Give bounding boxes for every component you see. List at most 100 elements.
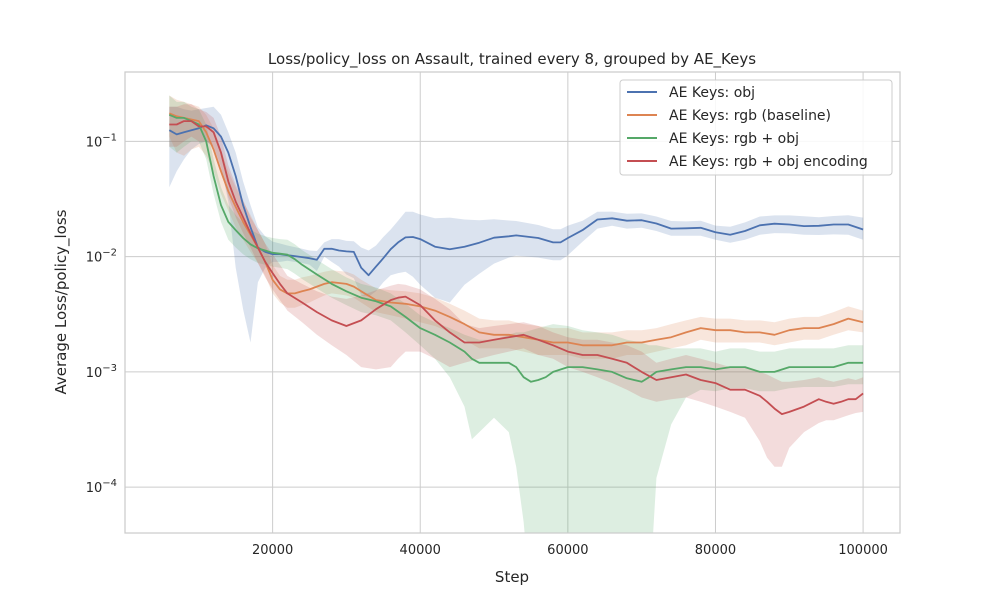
data-point-series-1 [758, 331, 762, 335]
y-axis-label: Average Loss/policy_loss [52, 209, 71, 394]
data-point-series-1 [566, 341, 570, 345]
data-point-series-0 [300, 255, 304, 259]
data-point-series-1 [293, 292, 297, 296]
data-point-series-1 [278, 288, 282, 292]
data-point-series-2 [470, 357, 474, 361]
data-point-series-3 [359, 319, 363, 323]
y-tick-labels: 10−410−310−210−1 [86, 132, 117, 496]
data-point-series-3 [396, 296, 400, 300]
data-point-series-3 [861, 392, 865, 396]
data-point-series-2 [684, 365, 688, 369]
data-point-series-2 [566, 365, 570, 369]
data-point-series-1 [404, 302, 408, 306]
legend-label: AE Keys: rgb + obj [669, 131, 799, 147]
data-point-series-3 [448, 331, 452, 335]
data-point-series-3 [190, 119, 194, 123]
data-point-series-3 [433, 319, 437, 323]
data-point-series-3 [204, 125, 208, 129]
confidence-band-series-1 [169, 95, 864, 359]
series-line-3 [169, 120, 864, 416]
data-point-series-3 [566, 350, 570, 354]
x-tick-label: 40000 [400, 543, 441, 558]
data-point-series-3 [743, 388, 747, 392]
data-point-series-1 [212, 148, 216, 152]
data-point-series-0 [625, 219, 629, 223]
data-point-series-2 [551, 370, 555, 374]
data-point-series-3 [389, 298, 393, 302]
data-point-series-3 [640, 370, 644, 374]
data-point-series-1 [610, 344, 614, 348]
data-point-series-3 [374, 307, 378, 311]
data-point-series-3 [780, 412, 784, 416]
data-point-series-0 [669, 227, 673, 231]
legend-label: AE Keys: rgb (baseline) [669, 108, 831, 124]
data-point-series-2 [182, 116, 186, 120]
data-point-series-0 [817, 224, 821, 228]
data-point-series-2 [773, 370, 777, 374]
data-point-series-1 [315, 285, 319, 289]
data-point-series-3 [522, 333, 526, 337]
legend-box [619, 79, 893, 176]
series-line-2 [168, 113, 864, 383]
data-point-series-3 [300, 301, 304, 305]
data-point-series-0 [802, 224, 806, 228]
data-point-series-2 [212, 174, 216, 178]
legend-label: AE Keys: rgb + obj encoding [669, 154, 868, 170]
data-point-series-0 [396, 241, 400, 245]
data-point-series-0 [559, 241, 563, 245]
data-point-series-3 [765, 400, 769, 404]
y-tick-label: 10−3 [86, 363, 117, 381]
data-point-series-1 [714, 328, 718, 332]
data-point-series-1 [300, 290, 304, 294]
data-point-series-2 [743, 365, 747, 369]
data-point-series-0 [182, 131, 186, 135]
line-layer [168, 112, 865, 416]
data-point-series-2 [463, 350, 467, 354]
data-point-series-0 [492, 236, 496, 240]
data-point-series-1 [463, 322, 467, 326]
data-point-series-2 [389, 305, 393, 309]
data-point-series-3 [802, 405, 806, 409]
y-tick-label: 10−4 [86, 478, 117, 496]
data-point-series-2 [418, 326, 422, 330]
data-point-series-1 [728, 328, 732, 332]
data-point-series-1 [788, 328, 792, 332]
data-point-series-2 [537, 378, 541, 382]
data-point-series-1 [323, 282, 327, 286]
data-point-series-0 [389, 247, 393, 251]
data-point-series-0 [345, 250, 349, 254]
data-point-series-1 [337, 281, 341, 285]
data-point-series-2 [817, 365, 821, 369]
data-point-series-0 [551, 241, 555, 245]
data-point-series-0 [507, 235, 511, 239]
data-point-series-2 [293, 257, 297, 261]
data-point-series-3 [655, 378, 659, 382]
data-point-series-0 [433, 245, 437, 249]
y-tick-exponent: −2 [102, 248, 117, 259]
data-point-series-3 [404, 295, 408, 299]
data-point-series-1 [433, 309, 437, 313]
data-point-series-2 [286, 253, 290, 257]
data-point-series-0 [655, 222, 659, 226]
data-point-series-0 [337, 249, 341, 253]
data-point-series-1 [802, 326, 806, 330]
y-tick-base: 10 [86, 481, 103, 496]
data-point-series-3 [418, 303, 422, 307]
data-point-series-3 [669, 375, 673, 379]
data-point-series-1 [655, 338, 659, 342]
plot-frame [124, 71, 901, 534]
data-point-series-2 [610, 370, 614, 374]
data-point-series-1 [596, 344, 600, 348]
data-point-series-2 [507, 361, 511, 365]
data-point-series-2 [581, 365, 585, 369]
data-point-series-1 [352, 285, 356, 289]
data-point-series-0 [241, 203, 245, 207]
data-point-series-3 [847, 397, 851, 401]
data-point-series-3 [625, 361, 629, 365]
data-point-series-2 [625, 377, 629, 381]
data-point-series-3 [478, 341, 482, 345]
data-point-series-2 [315, 273, 319, 277]
data-point-series-1 [227, 189, 231, 193]
series-line-0 [168, 124, 864, 277]
